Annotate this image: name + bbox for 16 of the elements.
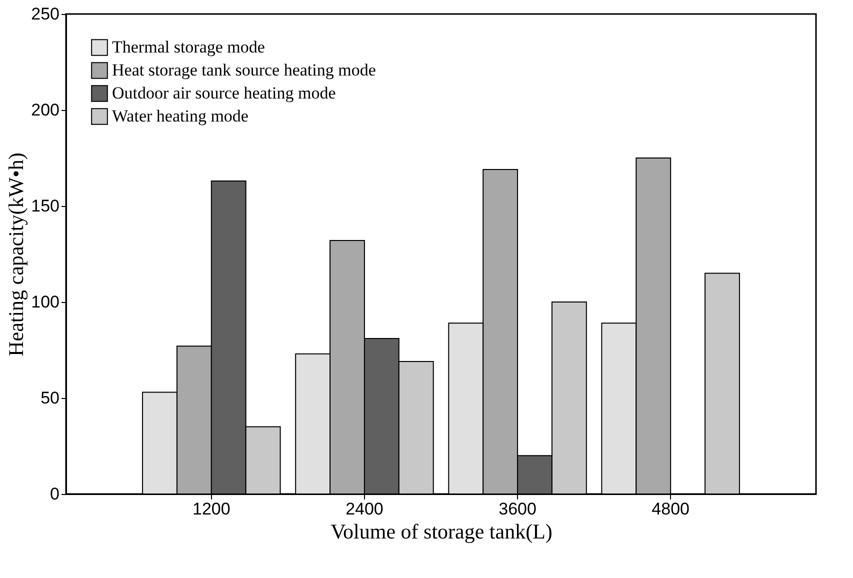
- x-tick-label: 4800: [652, 500, 690, 518]
- y-tick-label: 200: [31, 100, 60, 120]
- legend-label: Thermal storage mode: [112, 38, 265, 56]
- x-tick-label: 3600: [498, 500, 536, 518]
- y-tick-label: 250: [31, 4, 60, 24]
- legend-label: Water heating mode: [112, 106, 248, 126]
- x-tick-label: 1200: [192, 500, 230, 518]
- legend-label: Outdoor air source heating mode: [112, 84, 336, 102]
- y-tick-label: 100: [31, 292, 60, 312]
- y-axis-title: Heating capacity(kW•h): [4, 152, 28, 356]
- y-tick-label: 50: [40, 388, 60, 408]
- y-tick-label: 0: [50, 484, 60, 504]
- y-tick-label: 150: [31, 196, 60, 216]
- x-tick-label: 2400: [346, 500, 384, 518]
- legend-label: Heat storage tank source heating mode: [112, 60, 376, 80]
- x-axis-title: Volume of storage tank(L): [330, 520, 552, 544]
